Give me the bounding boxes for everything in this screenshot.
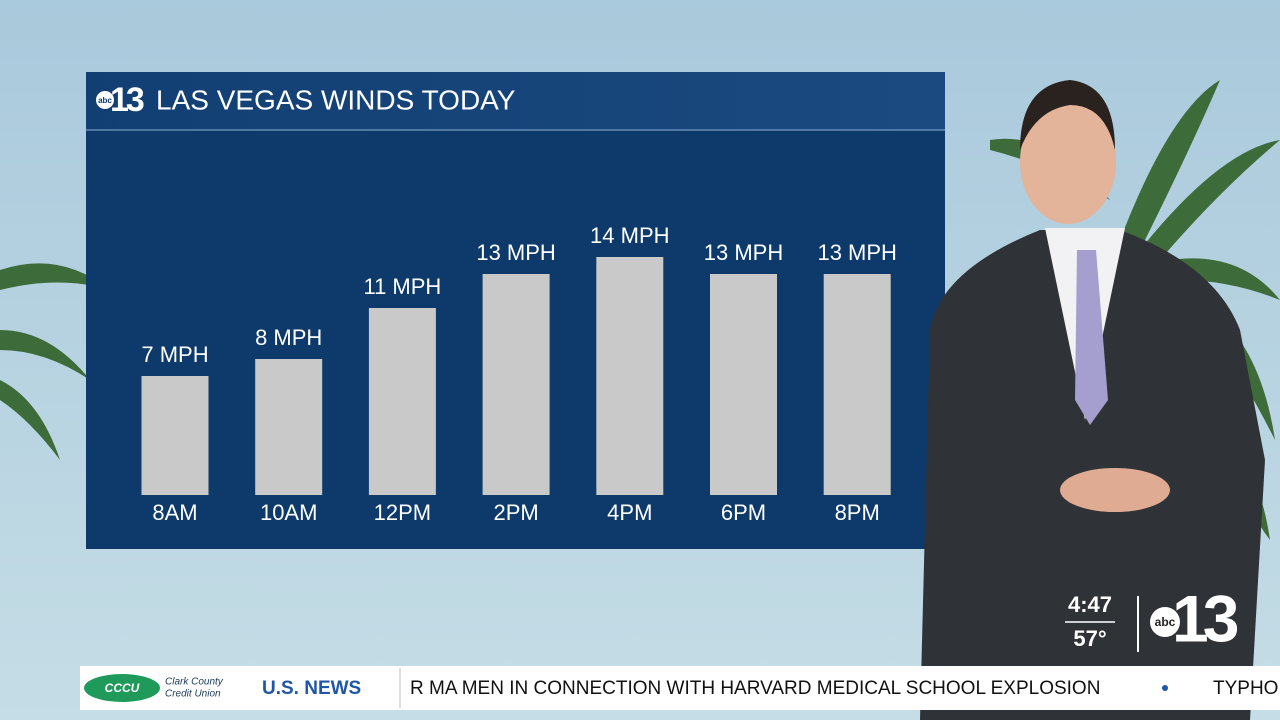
category-label: 12PM: [374, 500, 431, 525]
value-label: 13 MPH: [476, 240, 555, 265]
sponsor-logo-shape: [84, 674, 160, 702]
bar: [710, 274, 777, 495]
value-label: 7 MPH: [141, 342, 208, 367]
corner-logo-channel: 13: [1172, 581, 1238, 655]
chart-header: [86, 72, 945, 130]
bar: [141, 376, 209, 495]
category-label: 8AM: [152, 500, 197, 525]
category-label: 2PM: [493, 500, 538, 525]
bar: [482, 274, 550, 495]
logo-network: abc: [98, 96, 112, 105]
category-label: 6PM: [721, 500, 766, 525]
value-label: 13 MPH: [704, 240, 783, 265]
ticker-bullet: [1162, 685, 1168, 691]
bar: [823, 274, 891, 495]
corner-logo-network: abc: [1155, 615, 1176, 629]
chart-title: LAS VEGAS WINDS TODAY: [156, 84, 516, 115]
ticker-headline: R MA MEN IN CONNECTION WITH HARVARD MEDI…: [410, 678, 1100, 699]
category-label: 10AM: [260, 500, 317, 525]
presenter: [920, 80, 1265, 720]
ticker-section: U.S. NEWS: [262, 678, 361, 699]
bar: [596, 257, 664, 495]
sponsor-line: Credit Union: [165, 689, 221, 700]
value-label: 13 MPH: [817, 240, 896, 265]
temperature: 57°: [1073, 626, 1106, 651]
value-label: 11 MPH: [363, 274, 441, 299]
ticker-bar: [80, 666, 1280, 710]
sponsor-line: Clark County: [165, 677, 224, 688]
bar: [368, 308, 436, 495]
ticker-next: TYPHO: [1213, 678, 1278, 699]
category-label: 4PM: [607, 500, 652, 525]
value-label: 14 MPH: [590, 223, 669, 248]
value-label: 8 MPH: [255, 325, 322, 350]
bars: 7 MPH 8AM 8 MPH 10AM 11 MPH 12PM 13 MPH 2PM 14 M…: [141, 223, 897, 525]
logo-channel: 13: [110, 81, 144, 119]
sponsor-logo: CCCU: [105, 681, 140, 695]
corner-logo-circle: [1150, 607, 1180, 637]
clock: 4:47: [1068, 592, 1112, 617]
category-label: 8PM: [835, 500, 880, 525]
bar: [255, 359, 323, 495]
logo-circle: [96, 91, 114, 109]
